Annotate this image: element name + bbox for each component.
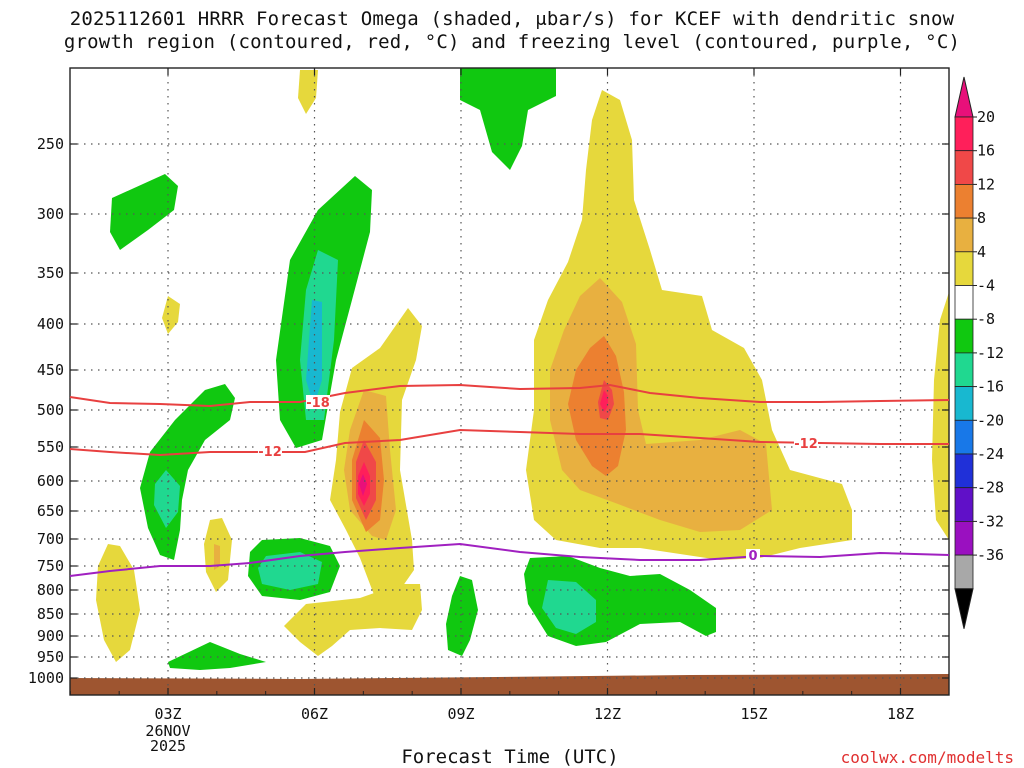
x-tick-label: 03Z	[154, 705, 181, 723]
colorbar: 20 16 12 8 4 -4 -8 -12 -16 -20 -24 -28 -32 -36	[954, 76, 1004, 629]
freezing-level-label: 0	[748, 549, 757, 564]
omega-shading	[70, 68, 949, 695]
x-date-label: 2025	[150, 737, 186, 755]
y-tick-label: 250	[37, 135, 64, 153]
colorbar-label: -4	[977, 277, 995, 295]
colorbar-swatch	[954, 386, 974, 421]
colorbar-swatch	[954, 116, 974, 152]
colorbar-swatch	[954, 521, 974, 556]
colorbar-label: -32	[977, 512, 1004, 530]
freezing-level-contour	[69, 542, 950, 577]
colorbar-label: -20	[977, 411, 1004, 429]
omega-region	[359, 474, 367, 496]
omega-region	[568, 336, 626, 476]
colorbar-label: 12	[977, 175, 995, 193]
omega-region	[110, 174, 178, 250]
omega-region	[542, 580, 596, 634]
colorbar-swatch	[954, 453, 974, 489]
colorbar-swatch	[954, 419, 974, 455]
colorbar-label: -24	[977, 445, 1004, 463]
source-credit[interactable]: coolwx.com/modelts	[840, 748, 1014, 767]
omega-region	[168, 642, 266, 670]
colorbar-label: 4	[977, 243, 986, 261]
omega-region	[214, 544, 220, 570]
omega-region	[258, 552, 322, 590]
colorbar-swatch	[954, 487, 974, 522]
colorbar-label: 20	[977, 108, 995, 126]
y-tick-label: 450	[37, 361, 64, 379]
colorbar-swatch	[954, 183, 974, 219]
y-tick-label: 650	[37, 502, 64, 520]
omega-region	[446, 576, 478, 656]
dgz-label-minus12-a: -12	[258, 445, 282, 460]
x-tick-label: 12Z	[594, 705, 621, 723]
dgz-label-bg	[258, 444, 282, 458]
y-tick-label: 500	[37, 401, 64, 419]
colorbar-swatch	[954, 251, 974, 286]
y-tick-label: 300	[37, 205, 64, 223]
x-tick-label: 06Z	[301, 705, 328, 723]
ground-fill	[70, 674, 949, 695]
dgz-label-bg	[306, 395, 330, 409]
colorbar-swatch	[954, 217, 974, 253]
y-tick-label: 800	[37, 581, 64, 599]
omega-region	[284, 584, 422, 656]
y-tick-label: 550	[37, 438, 64, 456]
x-date-label: 26NOV	[145, 722, 190, 740]
chart-title-line1: 2025112601 HRRR Forecast Omega (shaded, …	[69, 8, 955, 30]
colorbar-label: 16	[977, 142, 995, 160]
omega-region	[154, 470, 180, 528]
y-tick-label: 400	[37, 315, 64, 333]
colorbar-label: -16	[977, 378, 1004, 396]
colorbar-label: -12	[977, 344, 1004, 362]
colorbar-swatch	[954, 352, 974, 387]
x-axis-label: Forecast Time (UTC)	[401, 746, 619, 768]
colorbar-swatch	[954, 554, 974, 590]
colorbar-swatch	[954, 318, 974, 354]
dgz-contour-minus18	[69, 383, 950, 408]
colorbar-swatch	[954, 150, 974, 185]
omega-region	[932, 292, 949, 540]
colorbar-label: -28	[977, 479, 1004, 497]
y-tick-label: 850	[37, 605, 64, 623]
y-tick-label: 600	[37, 472, 64, 490]
colorbar-top-arrow	[954, 76, 974, 118]
colorbar-bottom-arrow	[954, 588, 974, 629]
dgz-label-minus18: -18	[306, 396, 330, 411]
omega-region	[600, 390, 608, 412]
x-tick-label: 18Z	[887, 705, 914, 723]
omega-region	[306, 300, 322, 406]
omega-region	[298, 70, 318, 114]
omega-region	[460, 68, 556, 170]
colorbar-swatch	[954, 285, 974, 320]
colorbar-label: -36	[977, 546, 1004, 564]
dgz-label-minus12-b: -12	[794, 437, 818, 452]
omega-region	[96, 544, 140, 662]
omega-region	[162, 296, 180, 334]
y-tick-label: 700	[37, 530, 64, 548]
dgz-label-bg	[794, 436, 818, 450]
x-tick-label: 15Z	[740, 705, 767, 723]
freezing-label-bg	[746, 549, 760, 563]
y-tick-label: 750	[37, 557, 64, 575]
colorbar-label: 8	[977, 209, 986, 227]
colorbar-label: -8	[977, 310, 995, 328]
x-tick-label: 09Z	[447, 705, 474, 723]
dgz-contour-minus12	[69, 428, 949, 457]
chart-title-line2: growth region (contoured, red, °C) and f…	[63, 31, 961, 53]
y-tick-label: 950	[37, 648, 64, 666]
y-axis: 250 300 350 400 450 500 550 600 650 700 750 800 850 9…	[28, 135, 949, 687]
y-tick-label: 900	[37, 627, 64, 645]
y-tick-label: 350	[37, 264, 64, 282]
y-tick-label: 1000	[28, 669, 64, 687]
